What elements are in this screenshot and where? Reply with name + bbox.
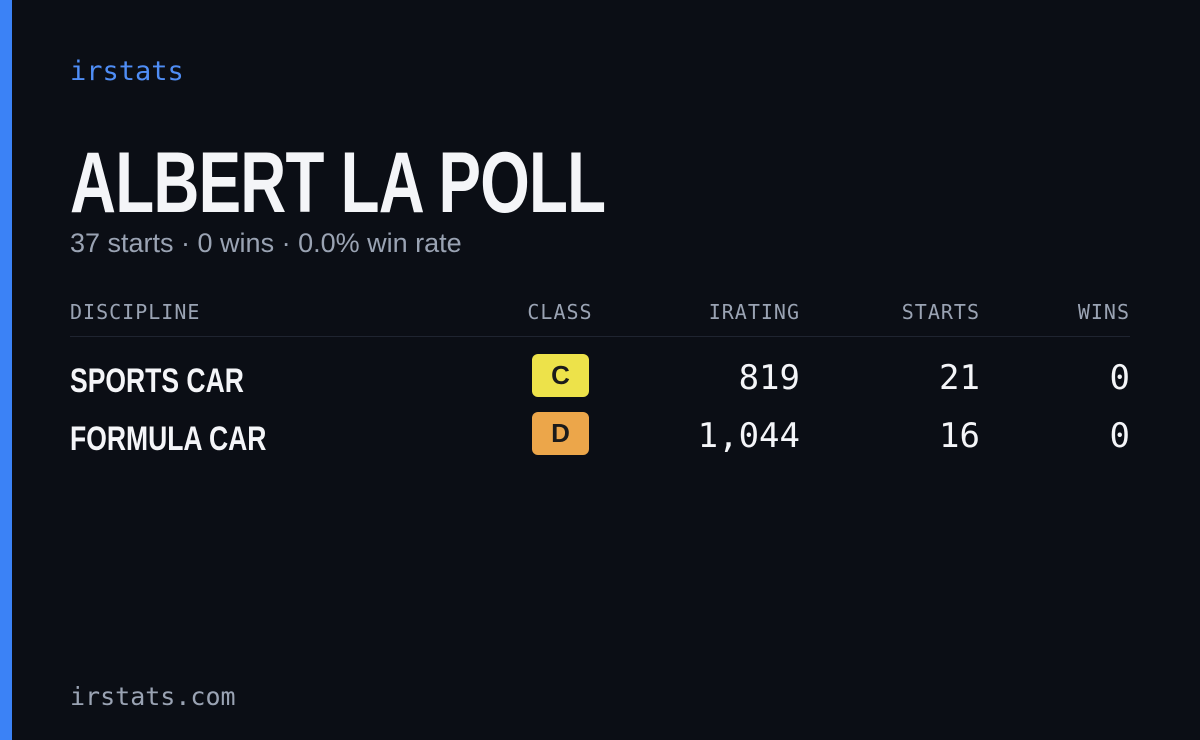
column-header: DISCIPLINE xyxy=(70,300,201,324)
brand: irstats xyxy=(70,56,184,87)
irating: 819 xyxy=(738,358,800,398)
wins: 0 xyxy=(1109,416,1130,456)
starts: 21 xyxy=(939,358,980,398)
starts: 16 xyxy=(939,416,980,456)
discipline: SPORTS CAR xyxy=(70,362,244,400)
header-rule xyxy=(70,336,1130,337)
class-badge: D xyxy=(532,412,589,455)
column-header: CLASS xyxy=(527,300,593,324)
summary: 37 starts · 0 wins · 0.0% win rate xyxy=(70,228,462,258)
column-header: STARTS xyxy=(901,300,980,324)
footer-link: irstats.com xyxy=(70,682,236,711)
column-header: IRATING xyxy=(708,300,800,324)
accent-bar xyxy=(0,0,12,740)
column-header: WINS xyxy=(1077,300,1130,324)
class-badge: C xyxy=(532,354,589,397)
irating: 1,044 xyxy=(697,416,800,456)
wins: 0 xyxy=(1109,358,1130,398)
discipline: FORMULA CAR xyxy=(70,420,267,458)
driver-name: ALBERT LA POLL xyxy=(70,135,606,231)
